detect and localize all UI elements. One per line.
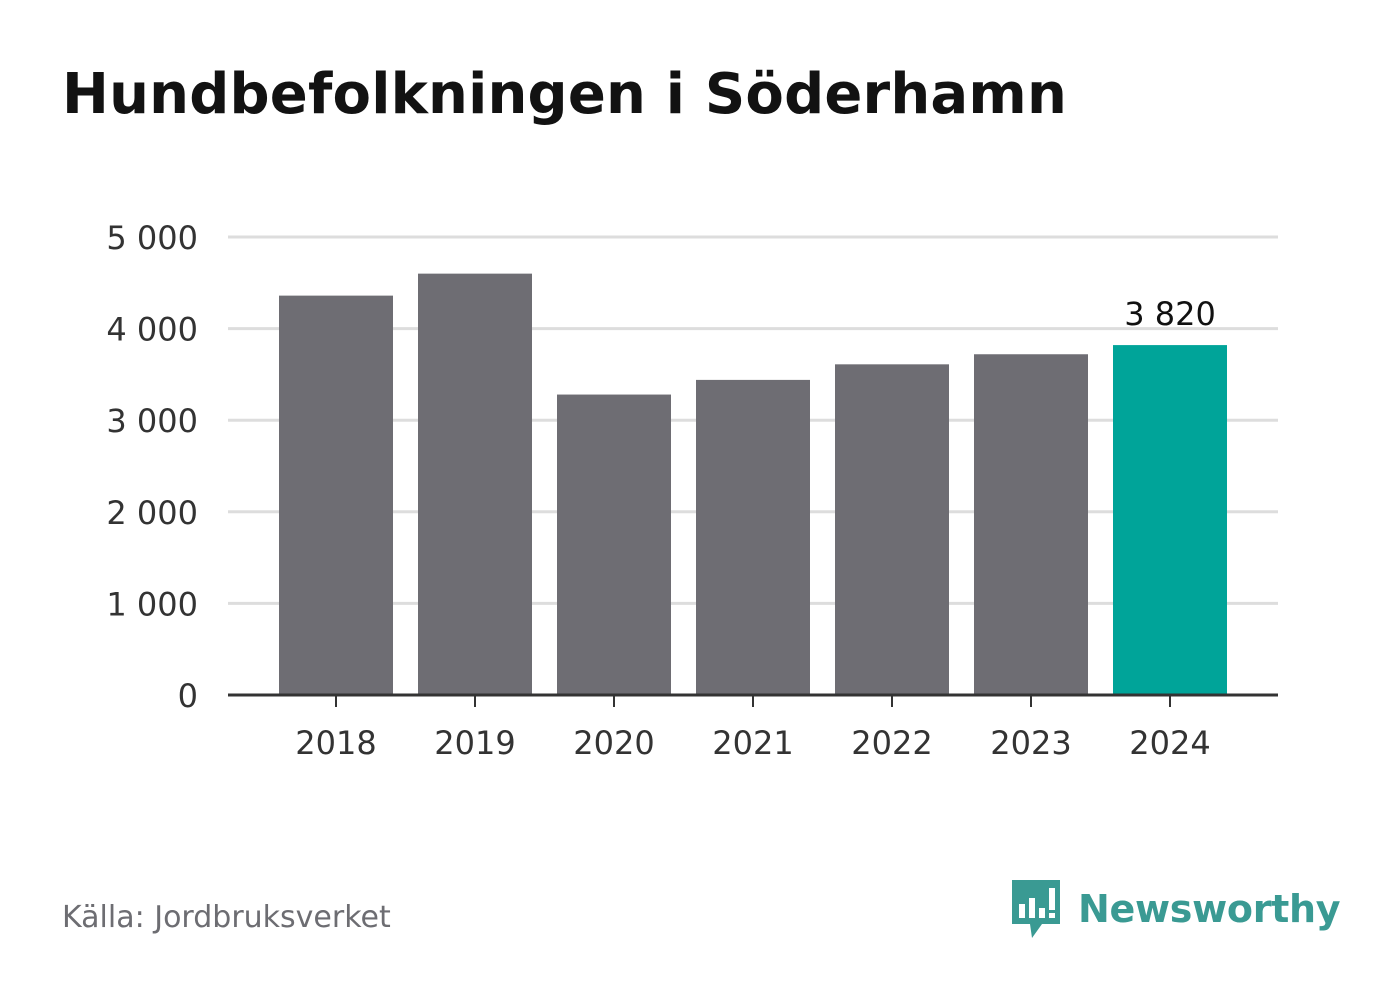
x-tick-label: 2019 (434, 724, 515, 762)
bar-2018 (279, 295, 393, 695)
brand-name: Newsworthy (1078, 887, 1341, 931)
bar-2022 (835, 364, 949, 695)
x-tick-label: 2024 (1129, 724, 1210, 762)
data-label-2024: 3 820 (1124, 295, 1216, 333)
source-credit: Källa: Jordbruksverket (62, 900, 391, 935)
y-tick-label: 4 000 (106, 311, 198, 349)
bar-2021 (696, 379, 810, 695)
bar-2024 (1113, 345, 1227, 695)
newsworthy-logo-icon (1012, 880, 1060, 938)
y-tick-label: 1 000 (106, 585, 198, 623)
x-tick-label: 2021 (712, 724, 793, 762)
bars (279, 273, 1227, 695)
y-axis-ticks: 0 1 000 2 000 3 000 4 000 5 000 (106, 219, 198, 715)
x-tick-label: 2018 (295, 724, 376, 762)
bar-2020 (557, 394, 671, 695)
x-tick-label: 2023 (990, 724, 1071, 762)
y-tick-label: 3 000 (106, 402, 198, 440)
chart-title: Hundbefolkningen i Söderhamn (62, 62, 1068, 127)
y-tick-label: 0 (178, 677, 198, 715)
y-tick-label: 5 000 (106, 219, 198, 257)
data-labels: 3 820 (1124, 295, 1216, 333)
x-axis-ticks: 2018 2019 2020 2021 2022 2023 2024 (295, 695, 1211, 762)
bar-2023 (974, 354, 1088, 695)
x-tick-label: 2022 (851, 724, 932, 762)
x-tick-label: 2020 (573, 724, 654, 762)
bar-2019 (418, 273, 532, 695)
brand-logo: Newsworthy (1010, 878, 1341, 940)
y-tick-label: 2 000 (106, 494, 198, 532)
